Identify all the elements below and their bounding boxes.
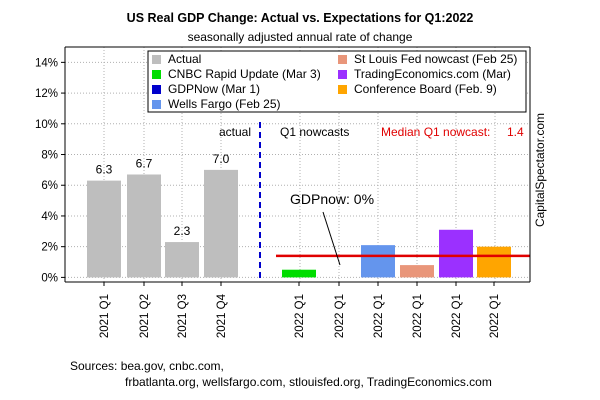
annotation-actual: actual	[219, 125, 251, 139]
bar-value-label: 2.3	[174, 224, 191, 238]
bar-2021-q4	[204, 169, 238, 278]
x-tick-label: 2021 Q4	[216, 293, 228, 338]
chart-subtitle: seasonally adjusted annual rate of chang…	[188, 30, 413, 44]
x-tick-label: 2021 Q2	[139, 294, 151, 338]
annotation-nowcasts: Q1 nowcasts	[280, 125, 349, 139]
legend-box	[147, 50, 527, 113]
sources-line-2: frbatlanta.org, wellsfargo.com, stlouisf…	[125, 375, 492, 389]
legend-label: GDPNow (Mar 1)	[168, 82, 260, 96]
y-tick-label: 6%	[41, 180, 58, 192]
legend-swatch	[152, 100, 161, 109]
y-tick-label: 14%	[35, 57, 58, 69]
x-tick-label: 2021 Q3	[177, 294, 189, 338]
annotation-median-value: 1.4	[507, 125, 524, 139]
y-tick-label: 0%	[41, 272, 58, 284]
x-tick-label: 2022 Q1	[373, 294, 385, 338]
x-tick-label: 2021 Q1	[99, 294, 111, 338]
legend-label: Conference Board (Feb. 9)	[354, 82, 497, 96]
annotation-median-label: Median Q1 nowcast:	[381, 125, 490, 139]
legend-label: Actual	[168, 52, 201, 66]
bar-value-label: 7.0	[213, 152, 230, 166]
bar-2021-q1	[87, 180, 121, 278]
bar-2022-q1	[361, 245, 395, 278]
legend-label: CNBC Rapid Update (Mar 3)	[168, 67, 321, 81]
y-tick-label: 4%	[41, 211, 58, 223]
legend-swatch	[152, 55, 161, 64]
legend-swatch	[152, 70, 161, 79]
legend-swatch	[152, 85, 161, 94]
watermark: CapitalSpectator.com	[533, 113, 547, 227]
sources-line-1: Sources: bea.gov, cnbc.com,	[70, 359, 224, 373]
legend-label: TradingEconomics.com (Mar)	[354, 67, 511, 81]
x-tick-label: 2022 Q1	[412, 294, 424, 338]
annotation-gdpnow: GDPnow: 0%	[290, 191, 374, 207]
legend-swatch	[338, 70, 347, 79]
bar-2021-q2	[127, 174, 161, 278]
x-tick-label: 2022 Q1	[294, 294, 306, 338]
y-tick-label: 10%	[35, 119, 58, 131]
gdpnow-pointer	[322, 211, 341, 266]
y-tick-label: 12%	[35, 88, 58, 100]
chart-title: US Real GDP Change: Actual vs. Expectati…	[127, 11, 474, 25]
bar-2022-q1	[400, 265, 434, 278]
y-tick-label: 8%	[41, 150, 58, 162]
bar-2022-q1	[439, 229, 473, 278]
plot-area: 0% 2% 4% 6% 8% 10% 12% 14% 6.3 6.7 2.3 7.0 actual Q1 …	[35, 46, 531, 338]
bar-2022-q1	[477, 246, 511, 278]
y-tick-label: 2%	[41, 242, 58, 254]
x-tick-label: 2022 Q1	[451, 294, 463, 338]
bar-value-label: 6.3	[96, 163, 113, 177]
bar-2021-q3	[165, 242, 199, 278]
legend-label: Wells Fargo (Feb 25)	[168, 97, 280, 111]
bar-2022-q1	[282, 269, 316, 278]
bar-value-label: 6.7	[136, 156, 153, 170]
x-tick-label: 2022 Q1	[489, 294, 501, 338]
legend-swatch	[338, 55, 347, 64]
x-tick-label: 2022 Q1	[334, 294, 346, 338]
legend-swatch	[338, 85, 347, 94]
legend-label: St Louis Fed nowcast (Feb 25)	[354, 52, 517, 66]
